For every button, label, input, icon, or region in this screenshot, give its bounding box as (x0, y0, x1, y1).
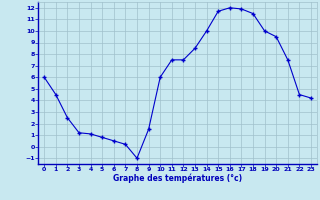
X-axis label: Graphe des températures (°c): Graphe des températures (°c) (113, 174, 242, 183)
